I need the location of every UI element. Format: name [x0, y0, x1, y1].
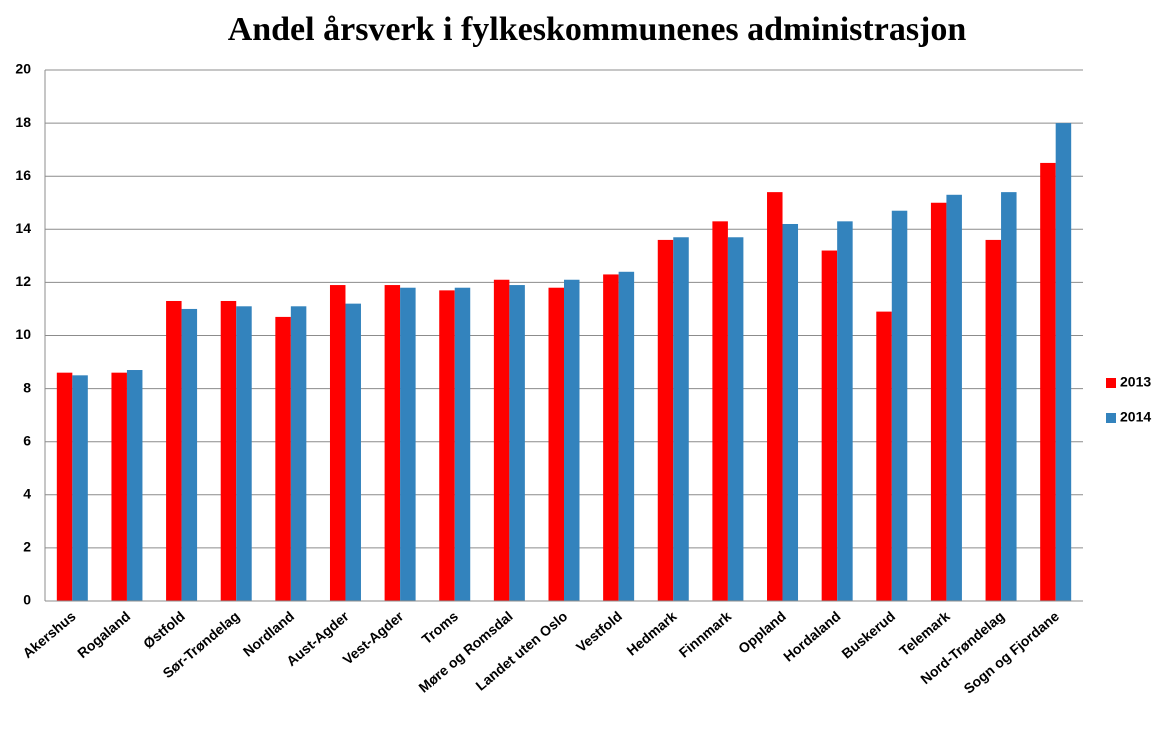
bar — [509, 285, 525, 601]
x-tick-label: Sogn og Fjordane — [961, 608, 1063, 697]
bar — [548, 287, 564, 601]
bar — [493, 279, 510, 601]
bar — [821, 250, 838, 602]
bar — [384, 285, 401, 601]
y-tick-label: 18 — [15, 114, 31, 130]
bar — [985, 239, 1002, 602]
bar — [236, 306, 252, 601]
bar — [603, 274, 619, 601]
bar — [126, 370, 143, 601]
x-tick-label: Hedmark — [623, 608, 679, 659]
x-tick-label: Oppland — [735, 608, 789, 657]
bar — [1001, 192, 1017, 601]
x-tick-label: Rogaland — [74, 608, 133, 661]
x-tick-label: Troms — [419, 608, 462, 647]
bar — [1055, 123, 1072, 601]
legend-swatch — [1106, 413, 1116, 423]
bar — [891, 210, 908, 601]
legend-label: 2013 — [1120, 374, 1151, 390]
y-tick-label: 0 — [23, 592, 31, 608]
bar — [439, 290, 455, 601]
bar — [166, 300, 182, 601]
bar — [111, 372, 127, 601]
bar — [564, 279, 580, 601]
x-tick-label: Møre og Romsdal — [415, 608, 515, 696]
bar — [673, 237, 689, 601]
y-tick-label: 12 — [15, 273, 31, 289]
x-tick-label: Finnmark — [676, 608, 735, 661]
y-tick-label: 14 — [15, 220, 31, 236]
bar — [837, 221, 853, 601]
x-tick-label: Vest-Agder — [340, 608, 407, 668]
bar — [618, 271, 635, 601]
y-tick-label: 10 — [15, 326, 31, 342]
y-tick-label: 16 — [15, 167, 31, 183]
bar — [876, 311, 892, 601]
y-tick-label: 8 — [23, 379, 31, 395]
bar — [657, 239, 674, 602]
bar — [345, 303, 361, 601]
y-tick-label: 6 — [23, 432, 31, 448]
x-tick-label: Akershus — [19, 608, 78, 661]
y-tick-label: 2 — [23, 539, 31, 555]
bar — [454, 287, 471, 601]
bar — [767, 192, 783, 601]
x-tick-label: Vestfold — [573, 608, 625, 655]
bar — [930, 202, 947, 601]
bar — [727, 237, 744, 601]
bar — [220, 300, 237, 601]
legend-swatch — [1106, 378, 1116, 388]
x-tick-label: Buskerud — [838, 608, 898, 662]
bar — [782, 223, 799, 602]
bar — [181, 308, 198, 601]
bar — [56, 372, 73, 601]
chart-title: Andel årsverk i fylkeskommunenes adminis… — [228, 11, 967, 48]
bar — [72, 375, 88, 601]
y-tick-label: 20 — [15, 61, 31, 77]
bar — [400, 287, 416, 601]
bar — [712, 221, 728, 601]
bar — [275, 316, 291, 601]
x-tick-label: Landet uten Oslo — [472, 608, 570, 694]
legend-label: 2014 — [1120, 409, 1151, 425]
bar — [329, 285, 346, 601]
x-tick-label: Hordaland — [780, 608, 843, 665]
bar — [946, 194, 962, 601]
y-tick-label: 4 — [23, 486, 31, 502]
bar — [290, 306, 307, 601]
bar — [1040, 162, 1056, 602]
x-tick-label: Østfold — [140, 608, 188, 652]
